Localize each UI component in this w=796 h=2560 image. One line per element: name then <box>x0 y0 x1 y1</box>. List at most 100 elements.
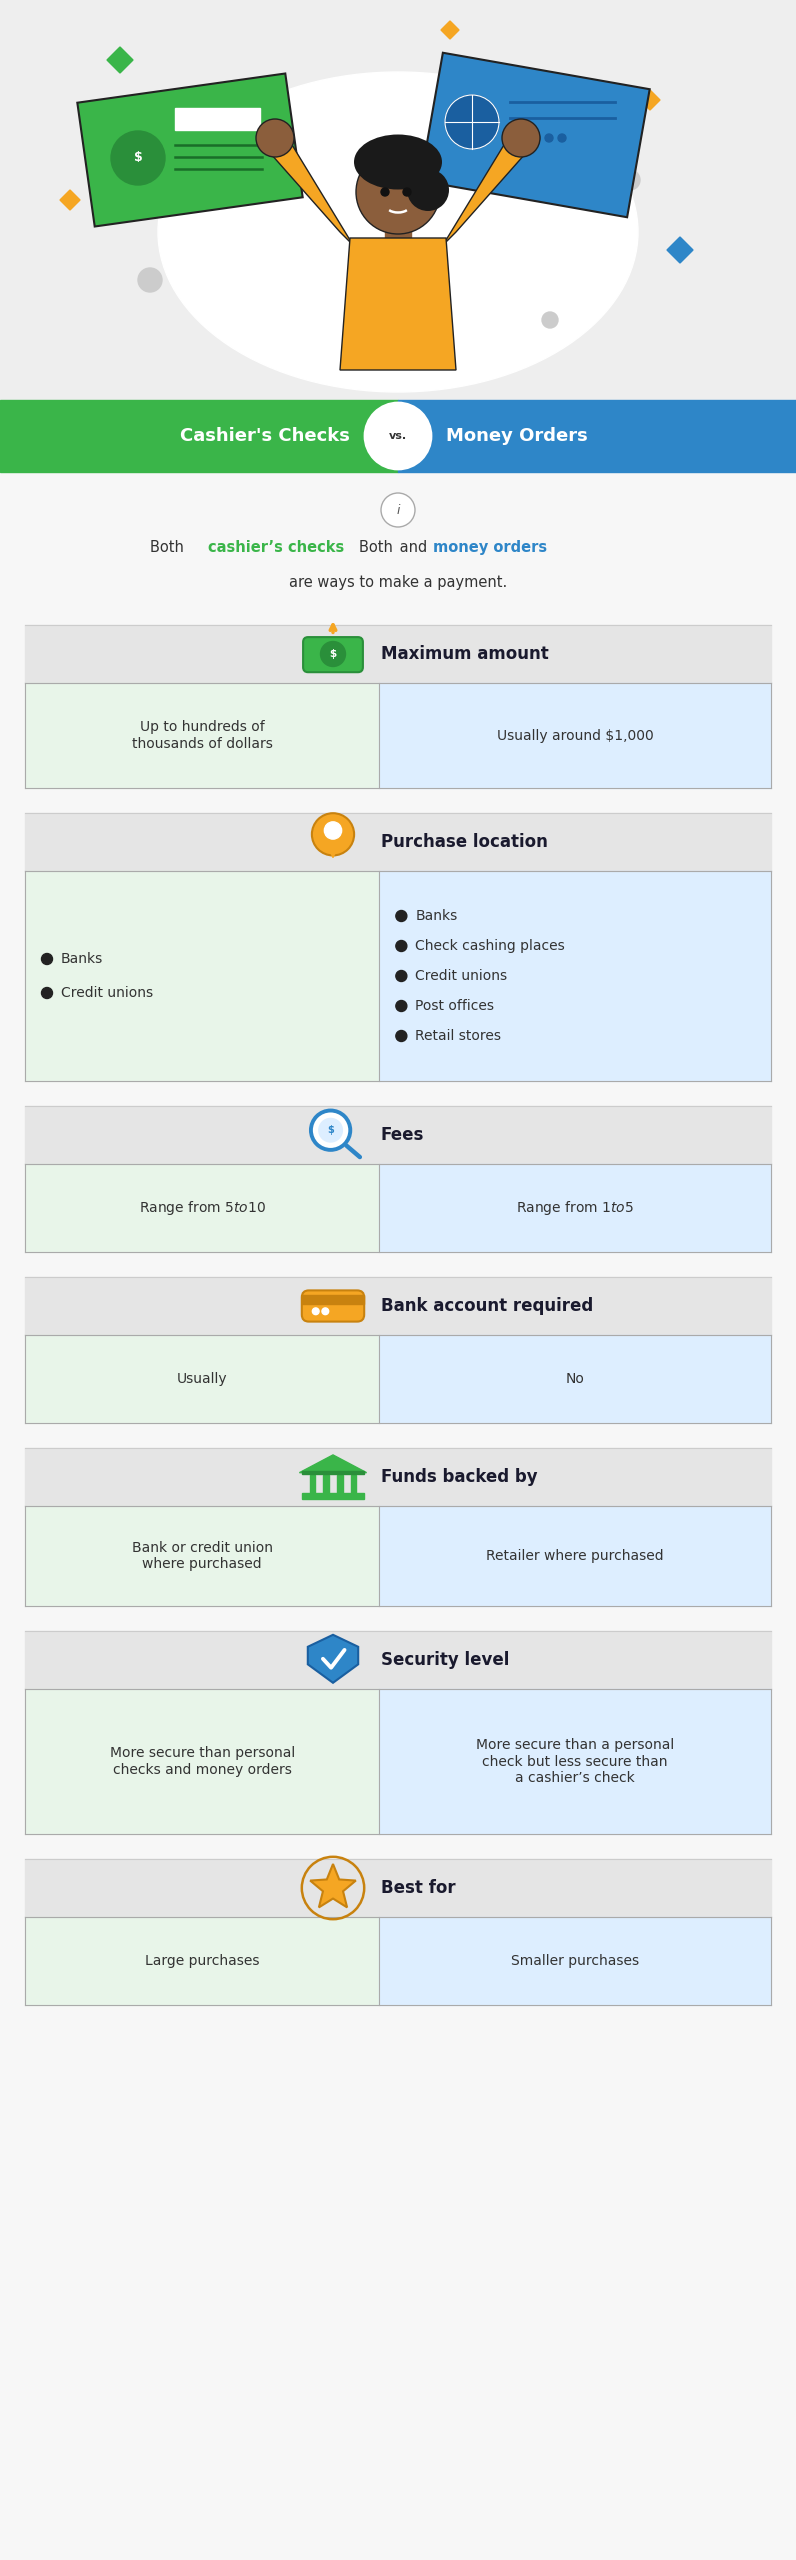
Bar <box>302 1295 365 1303</box>
Polygon shape <box>640 90 660 110</box>
Text: Maximum amount: Maximum amount <box>381 645 548 663</box>
Circle shape <box>396 970 407 980</box>
Bar <box>25 1277 771 1334</box>
Circle shape <box>396 1001 407 1011</box>
Text: Bank or credit union
where purchased: Bank or credit union where purchased <box>131 1541 273 1572</box>
Bar <box>25 684 380 788</box>
Text: Both: Both <box>360 540 398 556</box>
Polygon shape <box>420 54 650 218</box>
Bar <box>380 684 771 788</box>
Text: Both: Both <box>150 540 189 556</box>
Text: More secure than personal
checks and money orders: More secure than personal checks and mon… <box>110 1746 295 1777</box>
Bar <box>302 1492 365 1498</box>
Polygon shape <box>263 136 353 246</box>
Bar <box>25 1334 380 1423</box>
Text: Up to hundreds of
thousands of dollars: Up to hundreds of thousands of dollars <box>131 719 272 750</box>
Bar <box>323 1475 330 1492</box>
Circle shape <box>365 402 431 468</box>
Circle shape <box>545 133 553 141</box>
Polygon shape <box>308 1636 358 1682</box>
Circle shape <box>256 118 294 156</box>
Circle shape <box>396 940 407 952</box>
Text: Usually around $1,000: Usually around $1,000 <box>497 730 654 742</box>
Bar <box>25 1106 771 1165</box>
Polygon shape <box>60 189 80 210</box>
FancyBboxPatch shape <box>303 637 363 673</box>
Text: cashier’s checks: cashier’s checks <box>208 540 344 556</box>
Circle shape <box>312 814 354 855</box>
Bar <box>350 1475 357 1492</box>
Bar <box>380 1690 771 1833</box>
Text: Credit unions: Credit unions <box>61 986 153 1001</box>
Text: Bank account required: Bank account required <box>381 1298 593 1316</box>
Bar <box>25 1631 771 1690</box>
Text: Post offices: Post offices <box>416 998 494 1014</box>
Text: and: and <box>395 540 432 556</box>
Polygon shape <box>441 20 459 38</box>
Text: More secure than a personal
check but less secure than
a cashier’s check: More secure than a personal check but le… <box>476 1738 674 1784</box>
Bar <box>380 870 771 1080</box>
Polygon shape <box>326 842 340 858</box>
Circle shape <box>519 133 527 141</box>
Bar <box>380 1505 771 1605</box>
Text: Best for: Best for <box>381 1879 455 1897</box>
Circle shape <box>111 131 165 184</box>
Text: Retailer where purchased: Retailer where purchased <box>486 1549 664 1564</box>
Bar <box>310 1475 315 1492</box>
Bar <box>385 210 411 238</box>
Circle shape <box>324 822 341 840</box>
Circle shape <box>403 187 411 197</box>
Text: No: No <box>566 1372 584 1385</box>
Text: vs.: vs. <box>389 430 407 440</box>
Circle shape <box>502 118 540 156</box>
Bar <box>25 814 771 870</box>
Bar <box>25 1165 380 1252</box>
Text: Smaller purchases: Smaller purchases <box>511 1953 639 1969</box>
Circle shape <box>381 187 389 197</box>
Text: Retail stores: Retail stores <box>416 1029 501 1042</box>
Circle shape <box>396 911 407 922</box>
Polygon shape <box>443 136 533 246</box>
Circle shape <box>311 1111 350 1149</box>
Text: $: $ <box>327 1126 334 1134</box>
Circle shape <box>41 952 53 965</box>
Ellipse shape <box>158 72 638 392</box>
Circle shape <box>312 1308 319 1316</box>
Circle shape <box>542 312 558 328</box>
Bar <box>25 625 771 684</box>
Text: Large purchases: Large purchases <box>145 1953 259 1969</box>
Text: Funds backed by: Funds backed by <box>381 1467 537 1485</box>
Bar <box>25 1449 771 1505</box>
Circle shape <box>396 1032 407 1042</box>
Circle shape <box>138 269 162 292</box>
Circle shape <box>41 988 53 998</box>
Text: $: $ <box>134 151 142 164</box>
FancyBboxPatch shape <box>302 1290 365 1321</box>
Text: Banks: Banks <box>61 952 103 965</box>
Text: Range from $1 to $5: Range from $1 to $5 <box>516 1198 634 1216</box>
Bar <box>380 1165 771 1252</box>
Bar <box>398 399 796 471</box>
Circle shape <box>356 151 440 233</box>
Bar <box>25 1505 380 1605</box>
Circle shape <box>321 643 345 666</box>
Text: Security level: Security level <box>381 1651 509 1669</box>
Text: Purchase location: Purchase location <box>381 832 548 850</box>
Text: are ways to make a payment.: are ways to make a payment. <box>289 576 507 591</box>
Circle shape <box>407 169 449 210</box>
Text: $: $ <box>330 650 337 658</box>
Polygon shape <box>77 74 302 225</box>
Bar <box>380 1917 771 2004</box>
Bar <box>25 1690 380 1833</box>
Bar <box>25 1859 771 1917</box>
Polygon shape <box>667 238 693 264</box>
Circle shape <box>318 1119 343 1142</box>
Bar <box>0 0 796 399</box>
Bar <box>0 399 398 471</box>
Circle shape <box>322 1308 329 1316</box>
Polygon shape <box>107 46 133 74</box>
Bar <box>25 1917 380 2004</box>
Circle shape <box>620 169 640 189</box>
Polygon shape <box>299 1454 367 1472</box>
Bar <box>337 1475 342 1492</box>
